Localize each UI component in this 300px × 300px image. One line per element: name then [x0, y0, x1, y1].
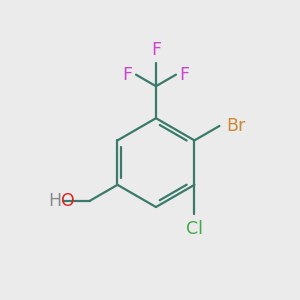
Text: F: F: [122, 66, 132, 84]
Text: F: F: [179, 66, 190, 84]
Text: F: F: [151, 41, 161, 59]
Text: Br: Br: [226, 117, 246, 135]
Text: O: O: [61, 192, 75, 210]
Text: Cl: Cl: [186, 220, 203, 238]
Text: H: H: [48, 192, 61, 210]
